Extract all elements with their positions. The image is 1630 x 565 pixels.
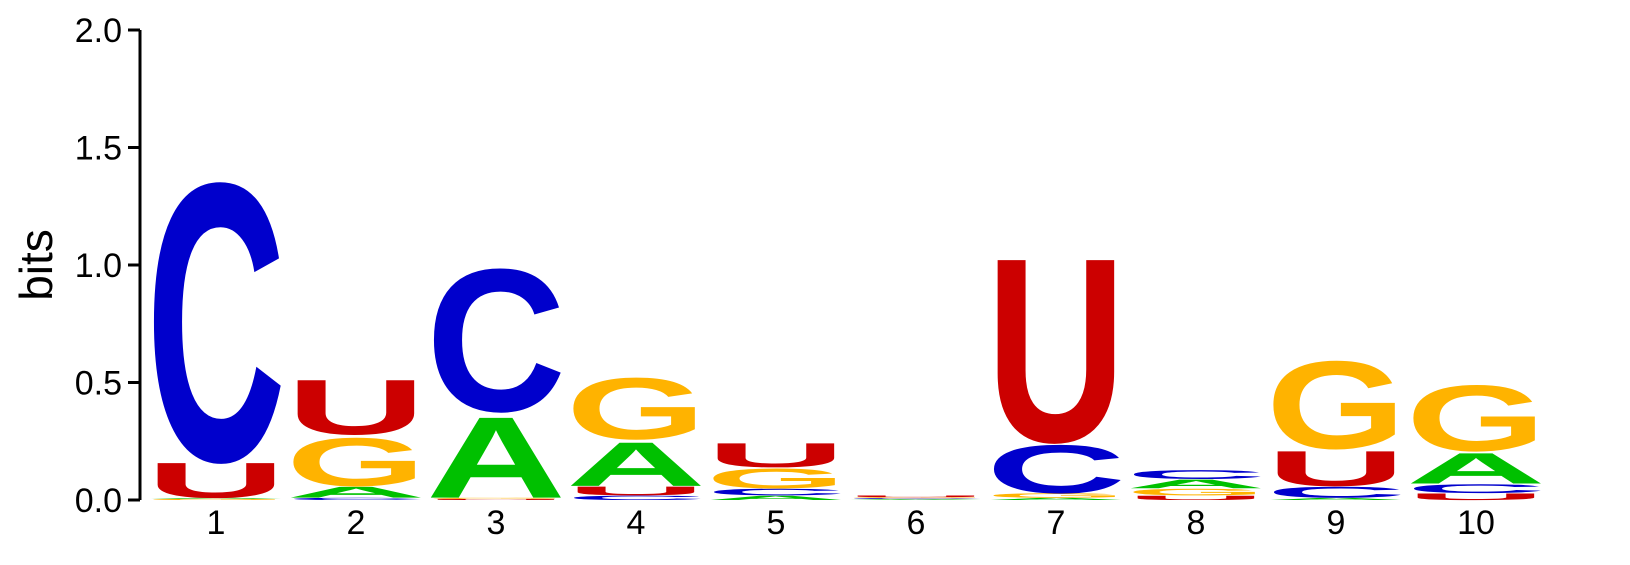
x-tick-label-4: 4 [627,504,646,542]
letter-A-pos-5: A [706,494,846,501]
x-tick-label-8: 8 [1187,504,1206,542]
letter-C-pos-6: C [846,498,986,499]
x-tick-label-2: 2 [347,504,366,542]
y-tick-label: 0.0 [75,482,122,520]
letter-U-pos-6: U [846,495,986,498]
letter-C-pos-10: C [1406,482,1546,496]
letter-U-pos-5: U [706,436,846,475]
letter-U-pos-3: U [426,499,566,501]
letter-C-pos-8: C [1126,468,1266,482]
y-axis-label: bits [10,229,62,301]
letter-G-pos-5: G [706,463,846,495]
letter-C-pos-1: C [146,102,286,546]
x-tick-labels: 1 2 3 4 5 6 7 8 9 10 [207,504,1495,542]
x-tick-label-6: 6 [907,504,926,542]
letter-U-pos-10: U [1406,492,1546,502]
letter-A-pos-7: A [986,497,1126,500]
letter-G-pos-3: G [426,497,566,499]
x-tick-label-5: 5 [767,504,786,542]
letter-C-pos-3: C [426,227,566,454]
x-tick-label-1: 1 [207,504,226,542]
letter-A-pos-3: A [426,392,566,522]
letter-A-pos-6: A [846,499,986,500]
y-tick-label: 1.5 [75,130,122,168]
letter-U-pos-9: U [1266,441,1406,497]
letter-G-pos-8: G [1126,487,1266,497]
y-ticks: 0.0 0.5 1.0 1.5 2.0 [75,12,140,520]
x-tick-label-9: 9 [1327,504,1346,542]
letter-U-pos-4: U [566,484,706,498]
letter-U-pos-1: U [146,453,286,509]
letter-A-pos-10: A [1406,444,1546,493]
y-tick-label: 2.0 [75,12,122,50]
letter-G-pos-9: G [1266,335,1406,475]
letter-A-pos-9: A [1266,497,1406,500]
letter-A-pos-2: A [286,484,426,501]
letter-G-pos-2: G [286,424,426,501]
letter-C-pos-9: C [1266,484,1406,501]
letter-G-pos-4: G [566,360,706,458]
x-tick-label-10: 10 [1457,504,1495,542]
letter-U-pos-7: U [986,203,1126,497]
x-tick-label-7: 7 [1047,504,1066,542]
y-tick-label: 0.5 [75,365,122,403]
letter-C-pos-7: C [986,430,1126,507]
letter-G-pos-6: G [846,497,986,498]
letter-A-pos-1: A [146,497,286,499]
letter-A-pos-4: A [566,429,706,499]
letter-U-pos-2: U [286,364,426,451]
letter-U-pos-8: U [1126,494,1266,501]
letter-C-pos-5: C [706,487,846,497]
letter-G-pos-7: G [986,492,1126,499]
x-tick-label-3: 3 [487,504,506,542]
letter-C-pos-4: C [566,494,706,501]
letter-C-pos-2: C [286,497,426,500]
y-tick-label: 1.0 [75,247,122,285]
letter-G-pos-10: G [1406,366,1546,471]
letter-A-pos-8: A [1126,477,1266,491]
letter-G-pos-1: G [146,499,286,501]
